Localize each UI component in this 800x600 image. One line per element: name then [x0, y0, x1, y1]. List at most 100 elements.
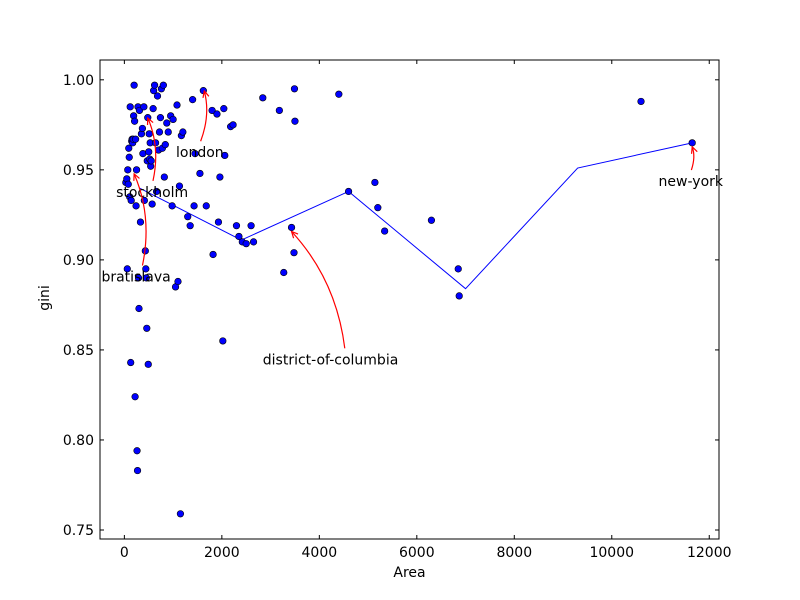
data-point [160, 173, 168, 181]
annotation-arrow [200, 90, 208, 142]
y-axis-label: gini [37, 285, 53, 311]
annotation-arrowhead [290, 230, 299, 239]
data-point [155, 128, 164, 136]
data-point [196, 169, 204, 178]
data-point [150, 81, 159, 89]
plot-background [100, 60, 719, 539]
x-tick-label: 4000 [302, 545, 338, 561]
data-point [219, 337, 227, 345]
data-point [214, 218, 223, 226]
data-point [191, 150, 199, 158]
data-point [216, 173, 224, 181]
data-point [149, 105, 157, 113]
data-point [173, 101, 181, 109]
data-point [148, 200, 156, 208]
annotation-label: stockholm [116, 185, 188, 201]
data-point [140, 103, 148, 111]
data-point [249, 238, 258, 246]
data-point [163, 119, 171, 127]
y-tick-label: 0.90 [63, 253, 94, 269]
annotation-stockholm: stockholm [116, 116, 188, 201]
annotation-label: bratislava [101, 269, 170, 285]
data-point [159, 81, 167, 89]
data-point [135, 304, 143, 313]
data-point [229, 121, 237, 129]
annotation-new-york: new-york [659, 145, 724, 190]
data-point [232, 222, 241, 230]
data-point [209, 250, 217, 259]
data-point [213, 110, 221, 118]
data-point [290, 249, 298, 257]
data-point [169, 115, 177, 124]
annotation-arrowhead [146, 116, 154, 126]
data-point [131, 117, 139, 125]
data-point [637, 97, 645, 106]
x-tick-label: 0 [120, 545, 129, 561]
data-point [164, 128, 172, 136]
data-point [455, 292, 463, 300]
data-point [131, 393, 139, 401]
annotations: london stockholm bratislava district-of-col… [101, 89, 724, 368]
data-point [125, 153, 133, 161]
data-point [275, 106, 283, 115]
data-point [242, 240, 250, 248]
data-point [161, 141, 169, 149]
data-point [142, 265, 150, 273]
data-point [427, 216, 436, 224]
annotation-arrowhead [690, 145, 698, 154]
data-point [371, 178, 379, 187]
data-point [291, 117, 299, 125]
y-tick-label: 0.75 [63, 523, 94, 539]
annotation-arrow [133, 173, 147, 266]
data-point [156, 114, 165, 122]
y-tick-label: 0.95 [63, 163, 94, 179]
y-tick-label: 1.00 [63, 73, 94, 89]
data-point [123, 265, 131, 273]
data-point [138, 124, 147, 133]
data-point [202, 202, 210, 210]
data-point [136, 218, 145, 226]
data-point [134, 274, 143, 282]
data-point [133, 447, 141, 455]
data-point [145, 148, 153, 156]
x-tick-label: 10000 [589, 545, 634, 561]
data-point [147, 157, 155, 165]
annotation-arrowhead [202, 89, 210, 98]
data-point [247, 222, 255, 230]
data-point [190, 202, 198, 210]
trend-line [138, 142, 693, 290]
data-point [126, 103, 134, 111]
data-point [344, 187, 353, 196]
data-point [143, 324, 151, 332]
data-point [153, 92, 162, 100]
data-point [220, 105, 228, 113]
annotation-district-of-columbia: district-of-columbia [263, 230, 399, 368]
data-point [189, 96, 197, 104]
data-point [130, 81, 138, 89]
data-point [221, 151, 229, 160]
data-point [184, 213, 192, 221]
data-point [381, 227, 389, 235]
data-point [374, 204, 382, 212]
data-point [179, 128, 187, 136]
annotation-label: london [176, 145, 224, 161]
annotation-bratislava: bratislava [101, 172, 171, 285]
data-point [280, 268, 288, 277]
data-point [176, 510, 185, 518]
data-point [132, 202, 140, 210]
data-point [175, 182, 184, 190]
annotation-label: new-york [659, 174, 724, 190]
data-point [208, 106, 216, 115]
data-point [168, 202, 176, 210]
data-point [287, 223, 296, 232]
data-point [144, 360, 152, 368]
annotation-london: london [176, 89, 224, 161]
annotation-label: district-of-columbia [263, 352, 399, 368]
x-tick-label: 8000 [496, 545, 532, 561]
x-tick-label: 12000 [687, 545, 732, 561]
annotation-arrowhead [133, 172, 140, 181]
annotation-arrow [147, 117, 157, 181]
data-point [152, 187, 161, 196]
axes-ticks: 0 2000 4000 6000 8000 10000 12000 0.75 0.80 0.85 0… [63, 59, 732, 561]
axes-frame [99, 59, 720, 540]
